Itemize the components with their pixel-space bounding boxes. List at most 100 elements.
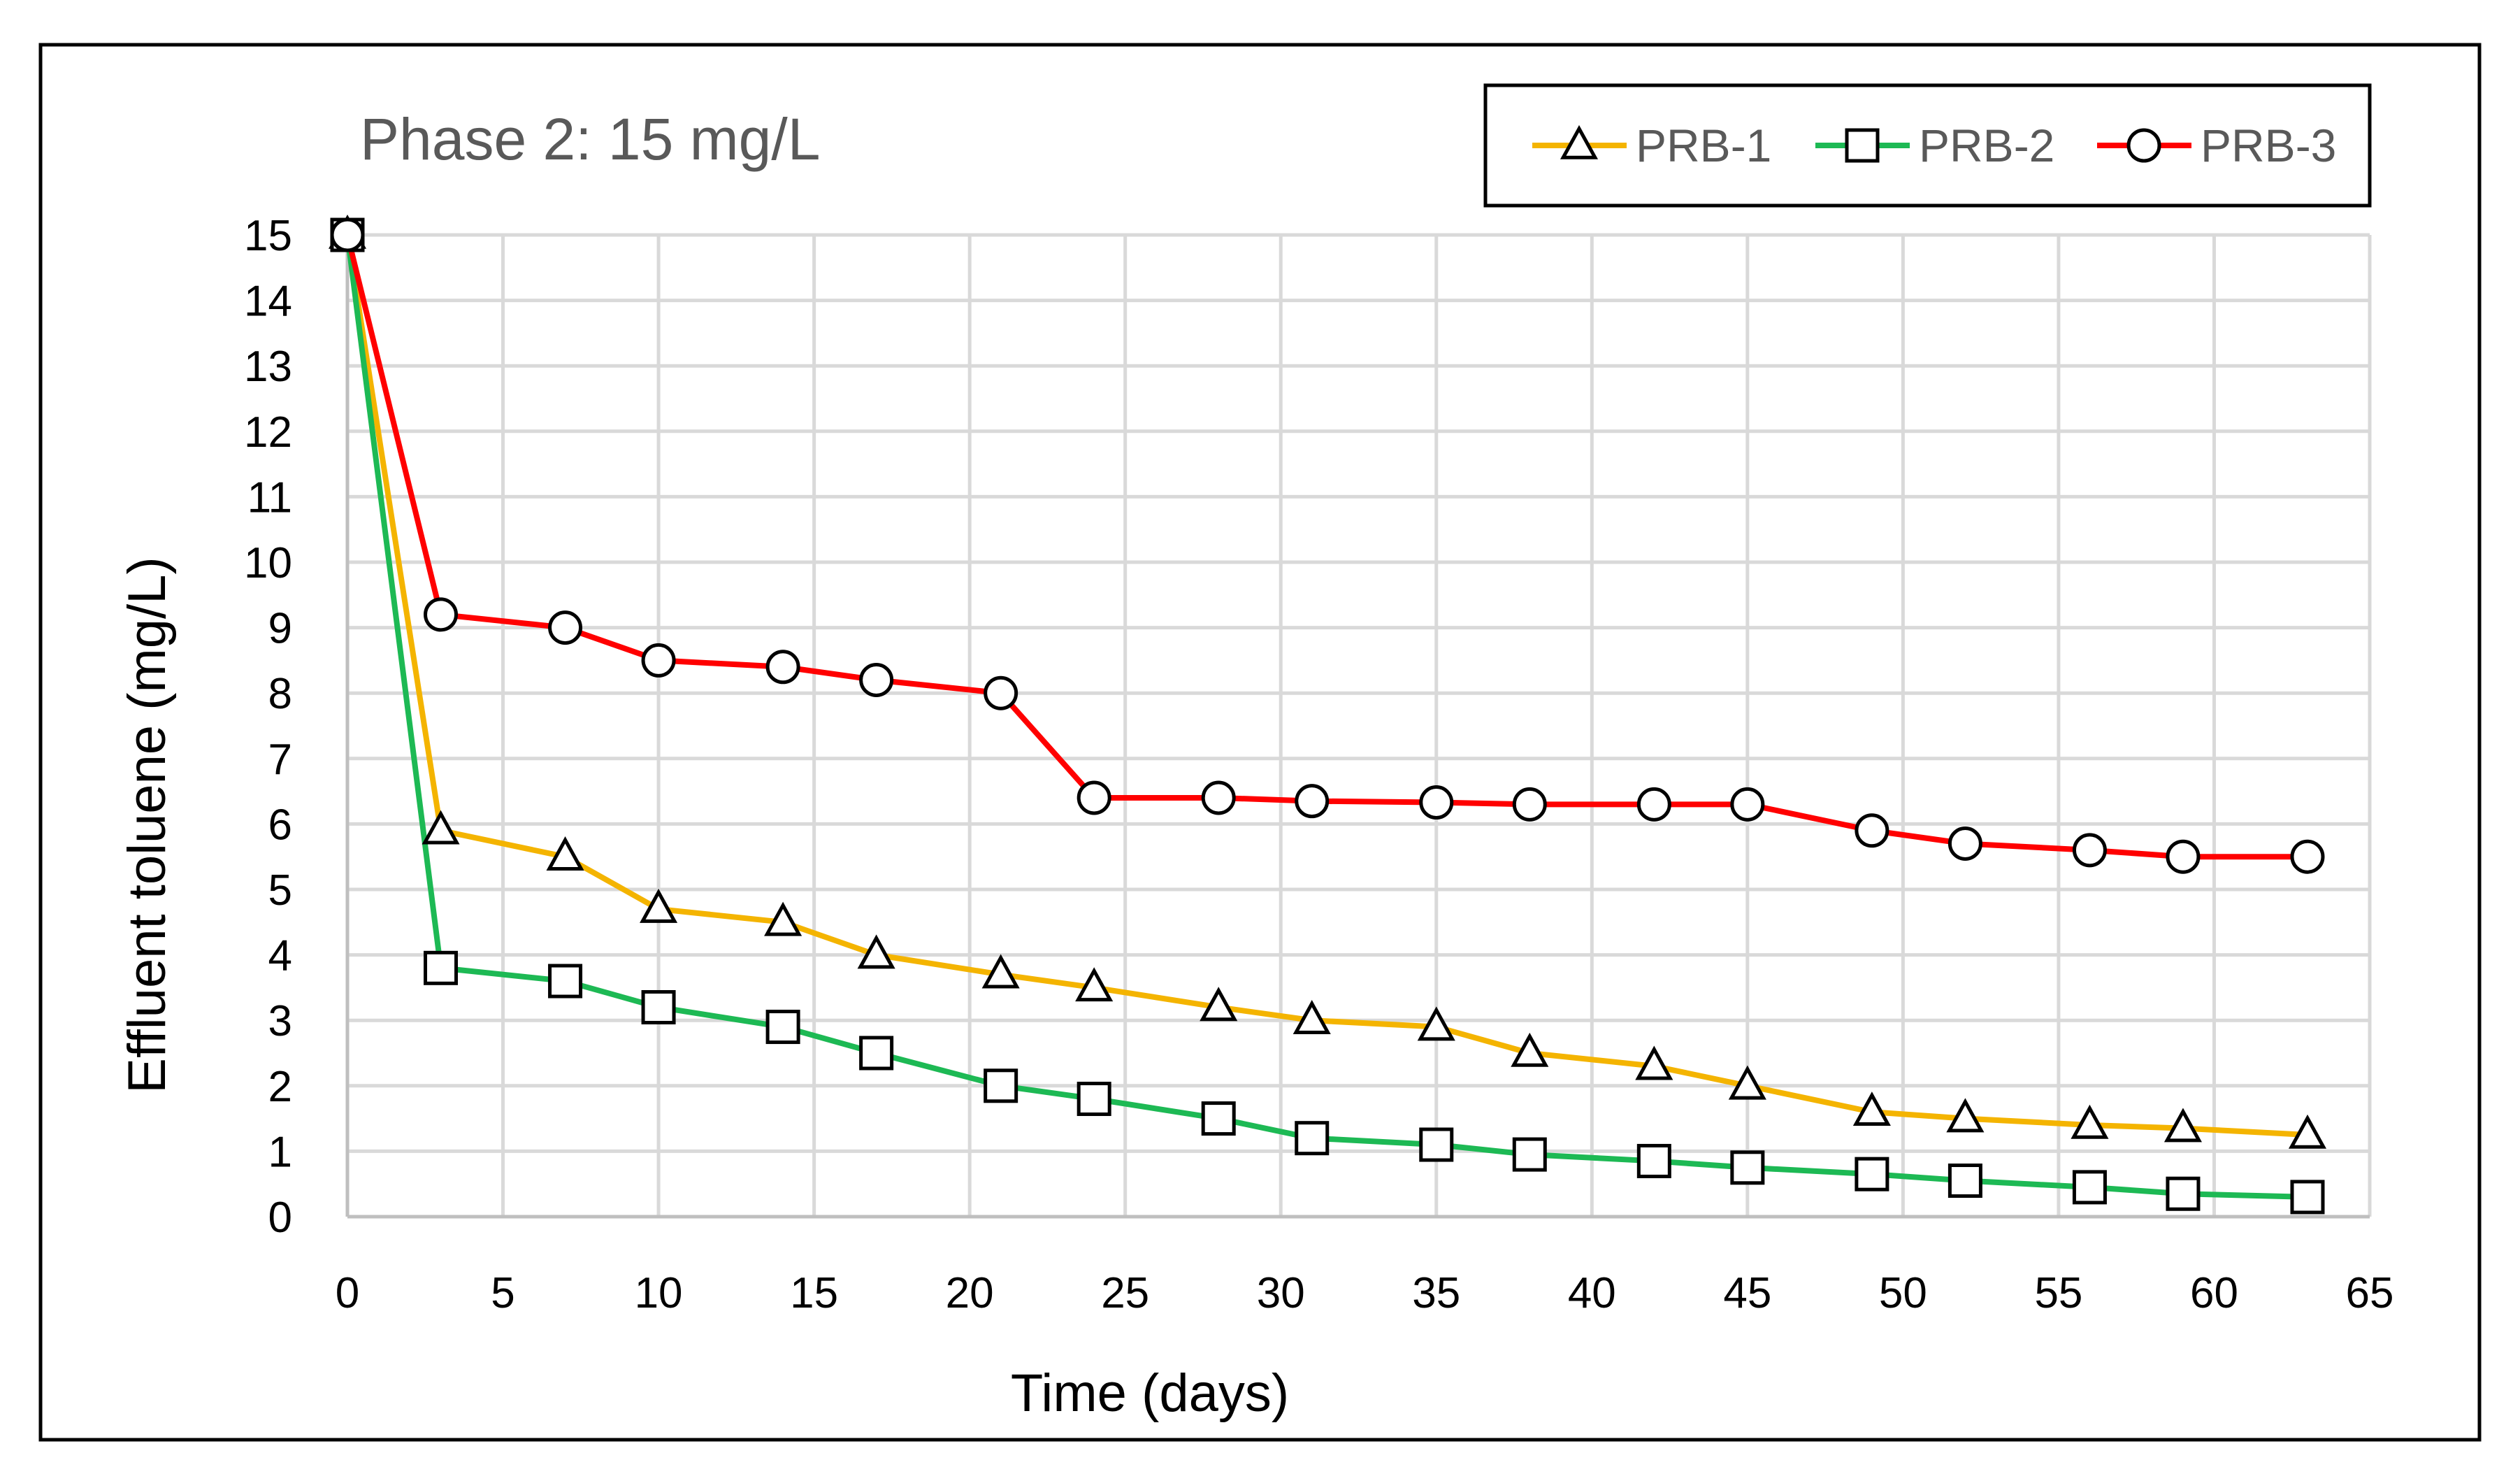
y-tick-label: 11 (247, 473, 292, 522)
data-point-prb-3 (984, 675, 1018, 710)
y-tick-label: 4 (268, 932, 292, 980)
data-point-prb-2 (765, 1010, 800, 1045)
data-point-prb-1 (1946, 1098, 1985, 1133)
tick-labels: 0 5 10 15 20 25 30 35 40 45 50 55 60 6501234567891011… (244, 212, 2393, 1317)
data-point-prb-2 (1636, 1143, 1671, 1178)
legend-box (1483, 83, 2372, 208)
data-point-prb-2 (641, 989, 676, 1024)
data-point-prb-3 (548, 610, 583, 645)
data-point-prb-3 (1855, 813, 1889, 848)
data-point-prb-1 (981, 954, 1020, 989)
data-point-prb-1 (640, 888, 678, 923)
x-tick-label: 25 (1101, 1269, 1149, 1317)
y-tick-label: 13 (244, 343, 292, 391)
data-point-prb-1 (1293, 1000, 1331, 1034)
y-tick-label: 9 (268, 605, 292, 653)
data-point-prb-1 (2163, 1108, 2202, 1143)
x-axis-title: Time (days) (1011, 1364, 1289, 1423)
x-tick-label: 60 (2190, 1269, 2238, 1317)
data-point-prb-3 (2166, 839, 2201, 874)
legend-label-prb-2: PRB-2 (1919, 120, 2054, 171)
data-point-prb-2 (859, 1036, 894, 1071)
data-point-prb-2 (1295, 1121, 1330, 1156)
data-point-prb-3 (1512, 787, 1547, 822)
x-tick-label: 40 (1568, 1269, 1616, 1317)
legend-label-prb-3: PRB-3 (2201, 120, 2336, 171)
data-point-prb-3 (765, 650, 800, 685)
data-point-prb-2 (2290, 1180, 2325, 1215)
legend-label-prb-1: PRB-1 (1636, 120, 1771, 171)
x-tick-label: 55 (2034, 1269, 2082, 1317)
data-point-prb-1 (2288, 1114, 2327, 1149)
y-tick-label: 15 (244, 212, 292, 260)
chart-title: Phase 2: 15 mg/L (360, 106, 820, 172)
legend-marker-prb-1 (1560, 124, 1599, 159)
data-point-prb-3 (1730, 787, 1765, 822)
data-point-prb-3 (330, 217, 365, 252)
y-tick-label: 3 (268, 997, 292, 1045)
data-point-prb-1 (546, 836, 584, 871)
y-tick-label: 12 (244, 408, 292, 457)
data-point-prb-2 (548, 964, 583, 999)
x-tick-label: 10 (635, 1269, 683, 1317)
chart-outer-border (38, 43, 2482, 1442)
y-tick-label: 7 (268, 736, 292, 784)
data-point-prb-3 (641, 643, 676, 678)
data-point-prb-3 (859, 662, 894, 697)
y-tick-label: 0 (268, 1194, 292, 1242)
data-point-prb-2 (1077, 1082, 1111, 1117)
y-tick-label: 1 (268, 1128, 292, 1176)
data-point-prb-1 (1417, 1006, 1455, 1041)
y-tick-label: 8 (268, 670, 292, 718)
x-tick-label: 5 (491, 1269, 514, 1317)
x-tick-label: 50 (1879, 1269, 1927, 1317)
data-point-prb-2 (1947, 1164, 1982, 1198)
data-point-prb-1 (1852, 1092, 1891, 1126)
y-tick-label: 10 (244, 539, 292, 587)
y-tick-label: 14 (244, 278, 292, 326)
data-point-prb-1 (1075, 967, 1114, 1002)
data-point-prb-2 (984, 1068, 1018, 1103)
data-point-prb-2 (1201, 1101, 1236, 1136)
legend-marker-prb-3 (2126, 128, 2161, 163)
data-point-prb-2 (1730, 1150, 1765, 1185)
y-axis-title: Effluent toluene (mg/L) (117, 557, 177, 1094)
legend-item-prb-3: PRB-3 (2097, 120, 2336, 171)
data-point-prb-3 (1201, 780, 1236, 815)
x-tick-label: 30 (1257, 1269, 1305, 1317)
data-point-prb-1 (1511, 1032, 1549, 1067)
data-point-prb-3 (1636, 787, 1671, 822)
grid (347, 233, 2372, 1217)
data-point-prb-1 (764, 901, 802, 936)
data-point-prb-1 (422, 810, 460, 845)
data-point-prb-2 (1512, 1137, 1547, 1172)
data-point-prb-3 (1419, 785, 1454, 820)
y-tick-label: 6 (268, 801, 292, 849)
data-point-prb-3 (424, 597, 459, 632)
x-tick-label: 45 (1723, 1269, 1771, 1317)
data-point-prb-1 (1200, 987, 1238, 1022)
data-point-prb-3 (1947, 826, 1982, 861)
data-point-prb-2 (1855, 1157, 1889, 1192)
marker-layer (328, 214, 2327, 1215)
data-point-prb-1 (2071, 1104, 2109, 1139)
legend-item-prb-1: PRB-1 (1532, 120, 1771, 171)
x-tick-label: 15 (790, 1269, 838, 1317)
data-point-prb-2 (424, 950, 459, 985)
data-point-prb-2 (1419, 1127, 1454, 1162)
data-point-prb-1 (857, 934, 895, 969)
legend: PRB-1 PRB-2 PRB-3 (1483, 83, 2372, 208)
data-point-prb-3 (1295, 784, 1330, 819)
data-point-prb-1 (1635, 1045, 1673, 1080)
legend-marker-prb-2 (1845, 128, 1880, 163)
data-point-prb-2 (2166, 1176, 2201, 1211)
data-point-prb-1 (1728, 1065, 1766, 1100)
x-tick-label: 0 (336, 1269, 359, 1317)
x-tick-label: 65 (2346, 1269, 2394, 1317)
x-tick-label: 35 (1412, 1269, 1460, 1317)
axes (345, 235, 2370, 1219)
y-tick-label: 5 (268, 866, 292, 915)
data-point-prb-3 (2290, 839, 2325, 874)
